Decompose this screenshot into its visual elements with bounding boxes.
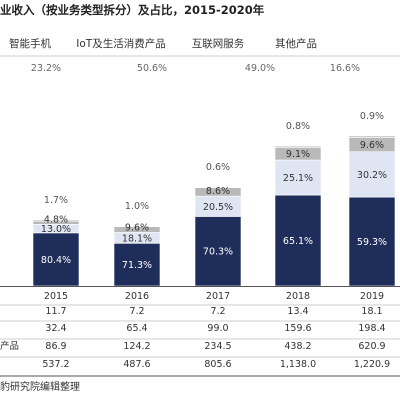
segment-label: 0.6% (206, 162, 230, 173)
legend: 智能手机 IoT及生活消费产品 互联网服务 其他产品 23.2% 50.6% 49.0% 16… (0, 37, 400, 74)
data-table: 2015 2016 2017 2018 2019 11.7 7.2 7.2 13.4 18.1 32… (0, 291, 400, 377)
segment-label: 9.1% (286, 149, 310, 160)
bar-segment (348, 151, 396, 198)
bar-segment (194, 186, 242, 188)
segment-label: 9.6% (360, 140, 384, 151)
chart-title: 业收入（按业务类型拆分）及占比，2015-2020年 (0, 3, 265, 17)
table-cell: 159.6 (284, 323, 311, 334)
year-label: 2018 (286, 291, 310, 302)
bars: 80.4%13.0%4.8%1.7%71.3%18.1%9.6%1.0%70.3… (0, 111, 400, 287)
segment-label: 1.7% (44, 195, 68, 206)
segment-label: 65.1% (283, 236, 313, 247)
table-cell: 13.4 (287, 306, 308, 317)
legend-percent: 50.6% (137, 63, 167, 74)
table-cell: 1,138.0 (280, 359, 316, 370)
year-label: 2017 (206, 291, 230, 302)
bar-segment (194, 216, 242, 287)
segment-label: 20.5% (203, 202, 233, 213)
segment-label: 70.3% (203, 247, 233, 258)
segment-label: 30.2% (357, 170, 387, 181)
table-cell: 99.0 (207, 323, 228, 334)
legend-percent: 16.6% (330, 63, 360, 74)
legend-item: 其他产品 (275, 37, 317, 50)
segment-label: 18.1% (122, 233, 152, 244)
table-cell: 620.9 (358, 341, 385, 352)
table-cell: 1,220.9 (354, 359, 390, 370)
segment-label: 80.4% (41, 255, 71, 266)
bar-segment (32, 219, 80, 222)
bar-segment (113, 242, 161, 287)
segment-label: 0.9% (360, 111, 384, 122)
legend-item: 智能手机 (9, 37, 51, 50)
legend-percent: 23.2% (31, 63, 61, 74)
bar-segment (274, 194, 322, 287)
source-note: 豹研究院编辑整理 (0, 380, 80, 393)
table-cell: 487.6 (123, 359, 150, 370)
legend-item: IoT及生活消费产品 (76, 37, 165, 50)
table-cell: 805.6 (204, 359, 231, 370)
segment-label: 0.8% (286, 121, 310, 132)
segment-label: 71.3% (122, 260, 152, 271)
segment-label: 59.3% (357, 237, 387, 248)
table-cell: 234.5 (204, 341, 231, 352)
legend-item: 互联网服务 (192, 37, 245, 50)
row-label: 产品 (0, 340, 19, 352)
bar-segment (274, 159, 322, 196)
segment-label: 25.1% (283, 173, 313, 184)
segment-label: 9.6% (125, 222, 149, 233)
table-cell: 537.2 (42, 359, 69, 370)
bar-segment (348, 196, 396, 287)
table-cell: 11.7 (45, 306, 66, 317)
table-cell: 198.4 (358, 323, 385, 334)
year-label: 2019 (360, 291, 384, 302)
segment-label: 1.0% (125, 201, 149, 212)
year-label: 2015 (44, 291, 68, 302)
year-label: 2016 (125, 291, 149, 302)
table-cell: 32.4 (45, 323, 66, 334)
table-cell: 7.2 (210, 306, 225, 317)
segment-label: 13.0% (41, 224, 71, 235)
table-cell: 86.9 (45, 341, 66, 352)
segment-label: 8.6% (206, 186, 230, 197)
segment-label: 4.8% (44, 214, 68, 225)
table-cell: 438.2 (284, 341, 311, 352)
legend-percent: 49.0% (245, 63, 275, 74)
table-cell: 7.2 (129, 306, 144, 317)
table-cell: 18.1 (361, 306, 382, 317)
bar-segment (348, 135, 396, 138)
table-cell: 65.4 (126, 323, 147, 334)
bar-segment (274, 145, 322, 148)
bar-segment (113, 225, 161, 227)
table-cell: 124.2 (123, 341, 150, 352)
